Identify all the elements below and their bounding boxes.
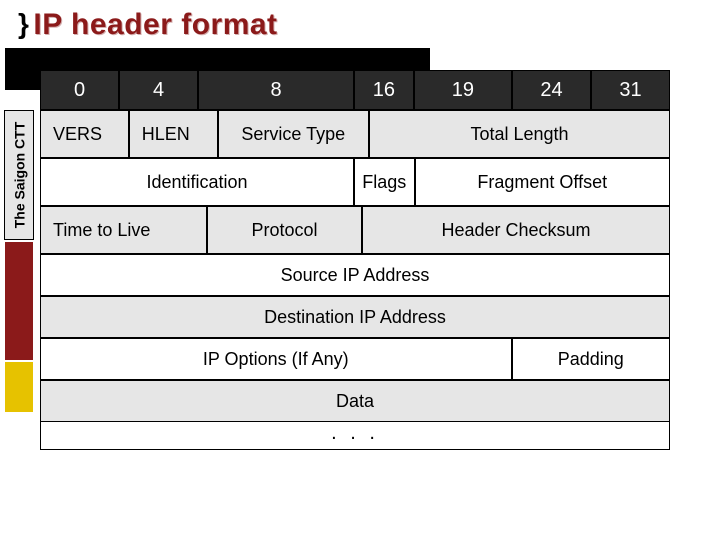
field-protocol: Protocol [207, 206, 362, 254]
sidebar-branding: The Saigon CTT [4, 110, 34, 240]
field-service-type: Service Type [218, 110, 370, 158]
bit-header-row: 0 4 8 16 19 24 31 [40, 70, 670, 110]
field-ttl: Time to Live [40, 206, 207, 254]
table-row: Time to Live Protocol Header Checksum [40, 206, 670, 254]
field-hlen: HLEN [129, 110, 218, 158]
table-row: VERS HLEN Service Type Total Length [40, 110, 670, 158]
table-row: Data [40, 380, 670, 422]
title-text: IP header format [33, 8, 277, 41]
field-source-ip: Source IP Address [40, 254, 670, 296]
bit-col-19: 19 [414, 70, 512, 110]
field-fragment-offset: Fragment Offset [415, 158, 671, 206]
field-data: Data [40, 380, 670, 422]
table-row: Identification Flags Fragment Offset [40, 158, 670, 206]
ip-header-diagram: 0 4 8 16 19 24 31 VERS HLEN Service Type… [40, 70, 670, 450]
field-padding: Padding [512, 338, 671, 380]
field-header-checksum: Header Checksum [362, 206, 670, 254]
table-row: Destination IP Address [40, 296, 670, 338]
bit-col-0: 0 [40, 70, 119, 110]
field-flags: Flags [354, 158, 415, 206]
table-row: Source IP Address [40, 254, 670, 296]
bit-col-16: 16 [354, 70, 414, 110]
field-identification: Identification [40, 158, 354, 206]
slide-title: } IP header format [18, 8, 278, 42]
table-row: IP Options (If Any) Padding [40, 338, 670, 380]
bit-col-4: 4 [119, 70, 198, 110]
sidebar-label-text: The Saigon CTT [11, 122, 27, 229]
field-total-length: Total Length [369, 110, 670, 158]
sidebar-red-block [5, 242, 33, 360]
bit-col-24: 24 [512, 70, 591, 110]
bit-col-31: 31 [591, 70, 670, 110]
field-ip-options: IP Options (If Any) [40, 338, 512, 380]
field-destination-ip: Destination IP Address [40, 296, 670, 338]
bit-col-8: 8 [198, 70, 354, 110]
sidebar-yellow-block [5, 362, 33, 412]
field-vers: VERS [40, 110, 129, 158]
title-brace-icon: } [18, 8, 29, 39]
ellipsis-row: . . . [40, 422, 670, 450]
